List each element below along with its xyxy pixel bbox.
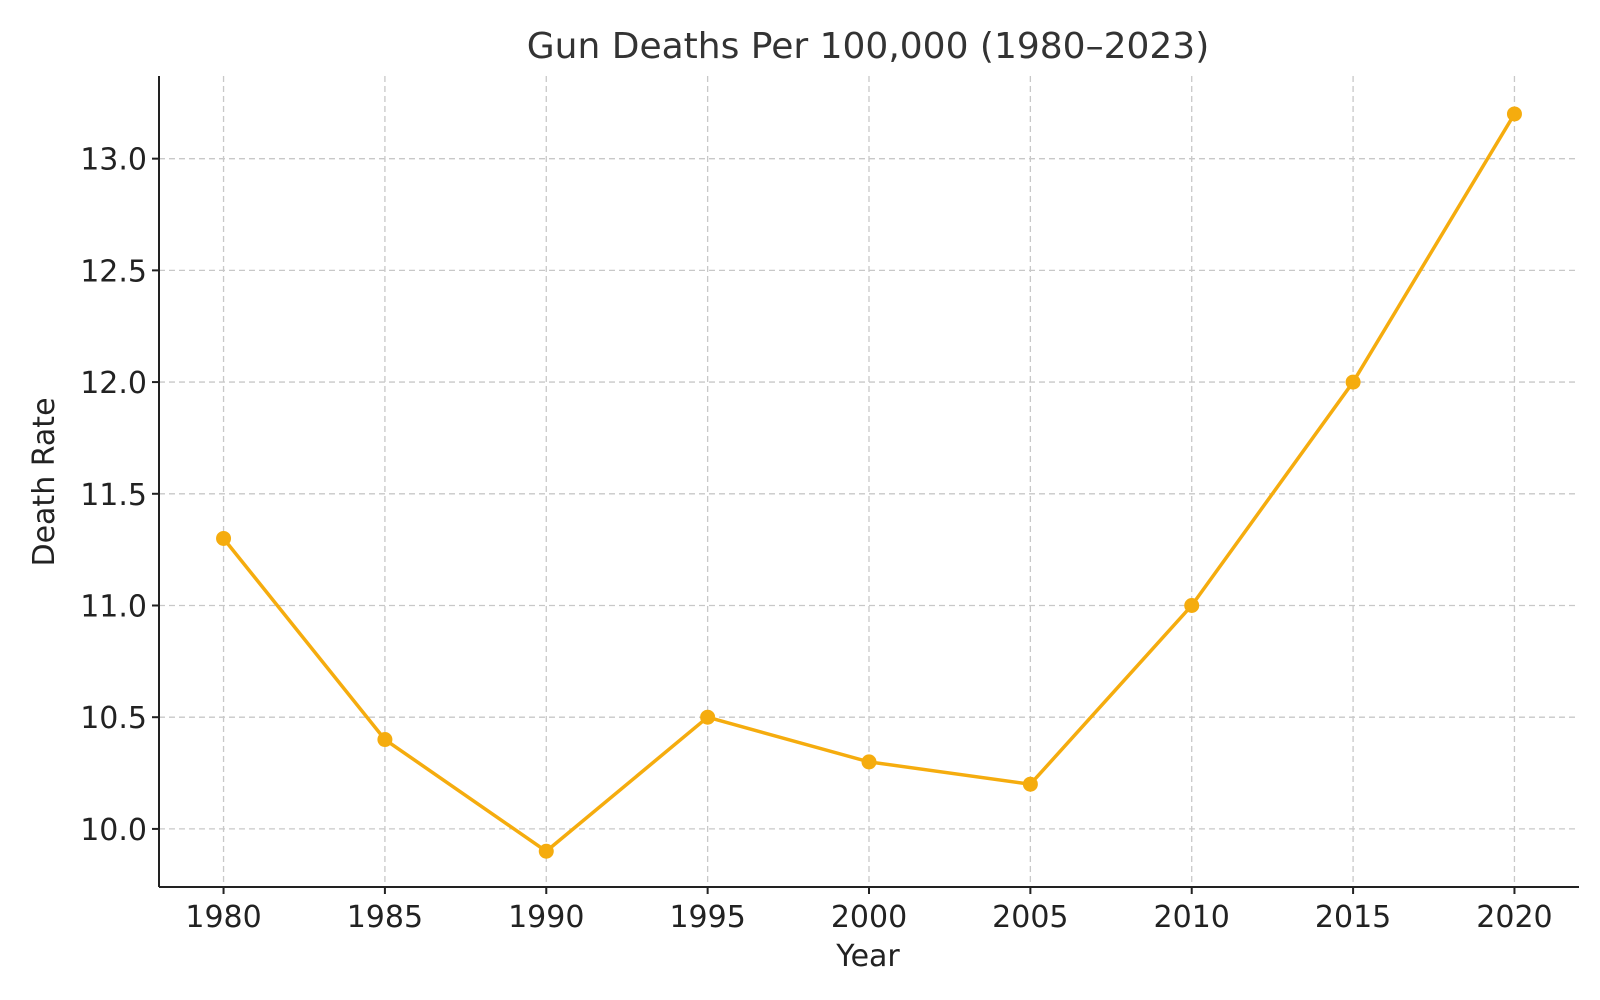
- data-point: [1345, 374, 1361, 390]
- x-tick-label: 2000: [831, 900, 907, 935]
- chart-title: Gun Deaths Per 100,000 (1980–2023): [527, 26, 1210, 67]
- x-tick-label: 1980: [185, 900, 261, 935]
- y-tick-label: 10.0: [80, 813, 147, 848]
- grid: [159, 76, 1579, 887]
- x-tick-label: 1990: [508, 900, 584, 935]
- y-axis-label: Death Rate: [27, 397, 62, 566]
- y-tick-label: 10.5: [80, 701, 147, 736]
- x-tick-label: 1985: [347, 900, 423, 935]
- series: [216, 106, 1522, 859]
- data-point: [1184, 597, 1200, 613]
- data-point: [216, 530, 232, 546]
- x-tick-label: 2015: [1315, 900, 1391, 935]
- data-point: [700, 709, 716, 725]
- y-tick-label: 11.0: [80, 589, 147, 624]
- data-point: [1506, 106, 1522, 122]
- data-point: [377, 732, 393, 748]
- x-tick-label: 2020: [1476, 900, 1552, 935]
- data-point: [861, 754, 877, 770]
- x-tick-label: 1995: [669, 900, 745, 935]
- y-tick-label: 11.5: [80, 478, 147, 513]
- y-tick-label: 12.5: [80, 254, 147, 289]
- x-tick-label: 2005: [992, 900, 1068, 935]
- x-axis-label: Year: [835, 939, 900, 974]
- data-point: [1022, 776, 1038, 792]
- y-tick-label: 12.0: [80, 366, 147, 401]
- data-point: [538, 843, 554, 859]
- y-tick-label: 13.0: [80, 143, 147, 178]
- axis-ticks: 1980 1985 1990 1995 2000 2005 2010 2015 2020 10.0…: [80, 143, 1552, 935]
- x-tick-label: 2010: [1154, 900, 1230, 935]
